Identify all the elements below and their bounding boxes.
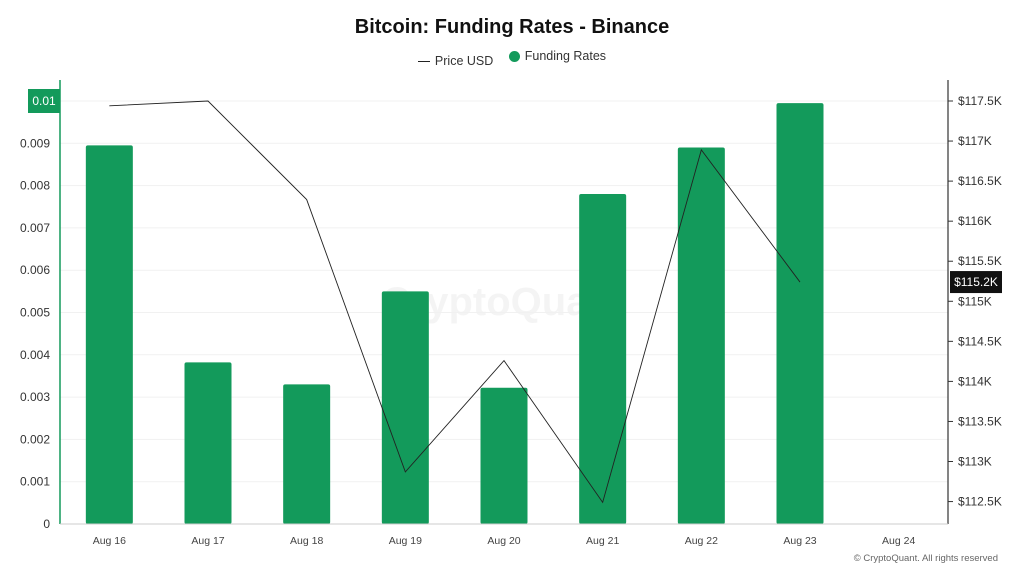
y-left-highlight-badge bbox=[28, 89, 60, 113]
chart-title: Bitcoin: Funding Rates - Binance bbox=[354, 16, 670, 38]
x-tick-label: Aug 17 bbox=[191, 535, 224, 547]
y-right-tick-label: $113K bbox=[958, 455, 992, 469]
y-right-tick-label: $117K bbox=[958, 134, 992, 148]
y-left-tick-label: 0.009 bbox=[20, 136, 50, 150]
chart-legend: Price USD Funding Rates bbox=[0, 49, 1024, 68]
y-left-tick-label: 0.007 bbox=[20, 221, 50, 235]
funding-bar-2[interactable] bbox=[283, 384, 331, 524]
current-price-label: $115.2K bbox=[954, 275, 998, 289]
copyright-notice: © CryptoQuant. All rights reserved bbox=[853, 553, 998, 564]
x-tick-label: Aug 18 bbox=[290, 535, 323, 547]
dot-swatch-icon bbox=[508, 50, 520, 62]
x-tick-label: Aug 23 bbox=[783, 535, 816, 547]
y-right-tick-label: $112.5K bbox=[958, 495, 1002, 509]
price-line[interactable] bbox=[109, 100, 801, 504]
y-right-tick-label: $114K bbox=[958, 374, 992, 388]
x-tick-label: Aug 20 bbox=[487, 535, 520, 547]
y-left-highlight-label: 0.01 bbox=[32, 94, 56, 108]
y-right-tick-label: $116.5K bbox=[958, 174, 1002, 188]
y-left-tick-label: 0.001 bbox=[20, 475, 50, 489]
legend-label-price: Price USD bbox=[434, 54, 494, 68]
y-right-tick-label: $115.5K bbox=[958, 254, 1002, 268]
x-tick-label: Aug 16 bbox=[93, 535, 126, 547]
x-tick-label: Aug 21 bbox=[586, 535, 619, 547]
y-right-tick-label: $113.5K bbox=[958, 414, 1002, 428]
y-left-tick-label: 0.008 bbox=[20, 179, 50, 193]
x-tick-label: Aug 24 bbox=[882, 535, 915, 547]
funding-bar-7[interactable] bbox=[776, 103, 824, 525]
y-left-tick-label: 0.004 bbox=[20, 348, 50, 362]
y-right-tick-label: $117.5K bbox=[958, 94, 1002, 108]
funding-bar-4[interactable] bbox=[480, 387, 528, 524]
y-left-tick-label: 0.006 bbox=[20, 263, 50, 277]
y-right-tick-label: $116K bbox=[958, 214, 992, 228]
legend-item-price[interactable]: Price USD bbox=[417, 54, 494, 68]
funding-bar-1[interactable] bbox=[184, 362, 232, 524]
funding-bar-5[interactable] bbox=[579, 194, 627, 524]
x-tick-label: Aug 19 bbox=[389, 535, 422, 547]
funding-bar-3[interactable] bbox=[381, 291, 429, 524]
line-swatch-icon bbox=[417, 60, 430, 62]
legend-item-funding[interactable]: Funding Rates bbox=[508, 49, 607, 63]
funding-bar-6[interactable] bbox=[677, 147, 725, 524]
x-tick-label: Aug 22 bbox=[685, 535, 718, 547]
y-left-tick-label: 0.003 bbox=[20, 390, 50, 404]
funding-bar-0[interactable] bbox=[85, 145, 133, 525]
current-price-badge bbox=[950, 271, 1002, 294]
y-left-tick-label: 0.005 bbox=[20, 306, 50, 320]
y-right-tick-label: $115K bbox=[958, 294, 992, 308]
y-left-tick-label: 0 bbox=[43, 517, 50, 531]
y-left-tick-label: 0.002 bbox=[20, 432, 50, 446]
legend-label-funding: Funding Rates bbox=[524, 49, 607, 63]
y-right-tick-label: $114.5K bbox=[958, 334, 1002, 348]
